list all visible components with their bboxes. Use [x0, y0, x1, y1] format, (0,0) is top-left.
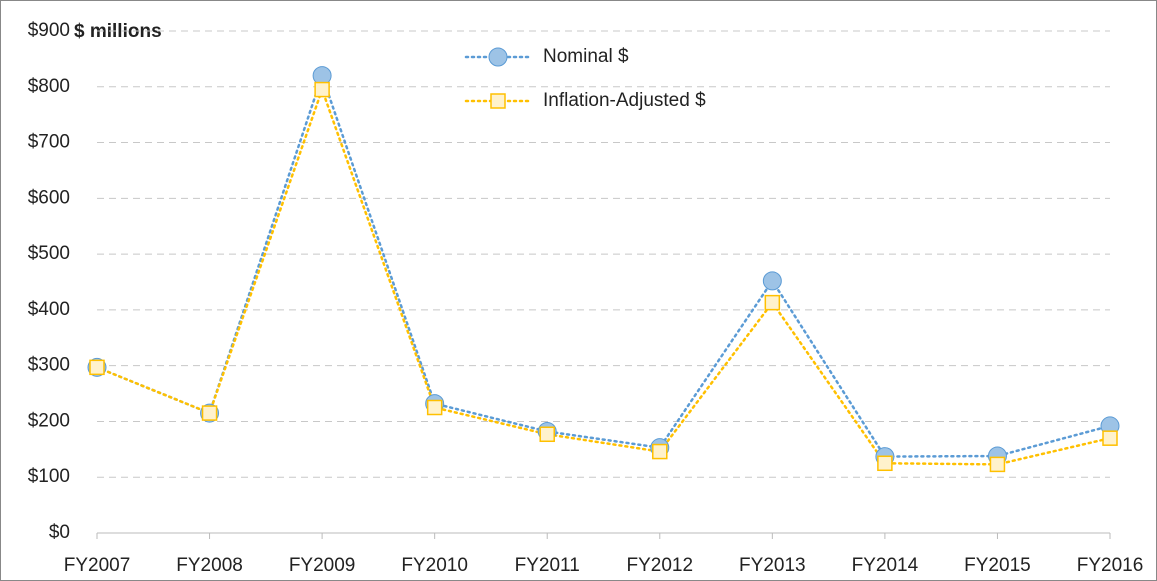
x-tick-label: FY2011 [515, 555, 580, 576]
series-line [95, 85, 1112, 466]
y-tick-label: $800 [28, 76, 70, 97]
legend-marker [490, 93, 506, 109]
y-tick-label: $300 [28, 355, 70, 376]
x-tick-label: FY2007 [64, 555, 131, 576]
data-point [314, 81, 330, 98]
x-tick-label: FY2012 [627, 555, 694, 576]
y-axis-label: $ millions [74, 21, 162, 42]
legend-marker [488, 47, 508, 67]
x-tick-label: FY2015 [964, 555, 1031, 576]
data-point [539, 426, 555, 443]
data-point [89, 359, 105, 376]
x-tick-label: FY2008 [176, 555, 243, 576]
y-tick-label: $500 [28, 243, 70, 264]
y-tick-label: $600 [28, 187, 70, 208]
x-tick-label: FY2009 [289, 555, 356, 576]
y-tick-label: $0 [49, 522, 70, 543]
x-tick-label: FY2013 [739, 555, 806, 576]
x-tick-label: FY2016 [1077, 555, 1144, 576]
legend-label: Inflation-Adjusted $ [543, 90, 706, 111]
x-tick-label: FY2010 [401, 555, 468, 576]
data-point [989, 456, 1006, 473]
data-point [764, 294, 781, 311]
x-tick-label: FY2014 [852, 555, 919, 576]
y-tick-label: $900 [28, 20, 70, 41]
series-line [95, 71, 1112, 458]
data-point [652, 443, 668, 460]
y-tick-label: $700 [28, 132, 70, 153]
y-tick-label: $200 [28, 410, 70, 431]
y-tick-label: $400 [28, 299, 70, 320]
legend-label: Nominal $ [543, 46, 629, 67]
data-point [762, 271, 782, 291]
data-point [426, 399, 443, 416]
y-tick-label: $100 [28, 466, 70, 487]
data-point [877, 455, 893, 472]
data-point [201, 405, 218, 421]
data-point [1102, 430, 1118, 446]
